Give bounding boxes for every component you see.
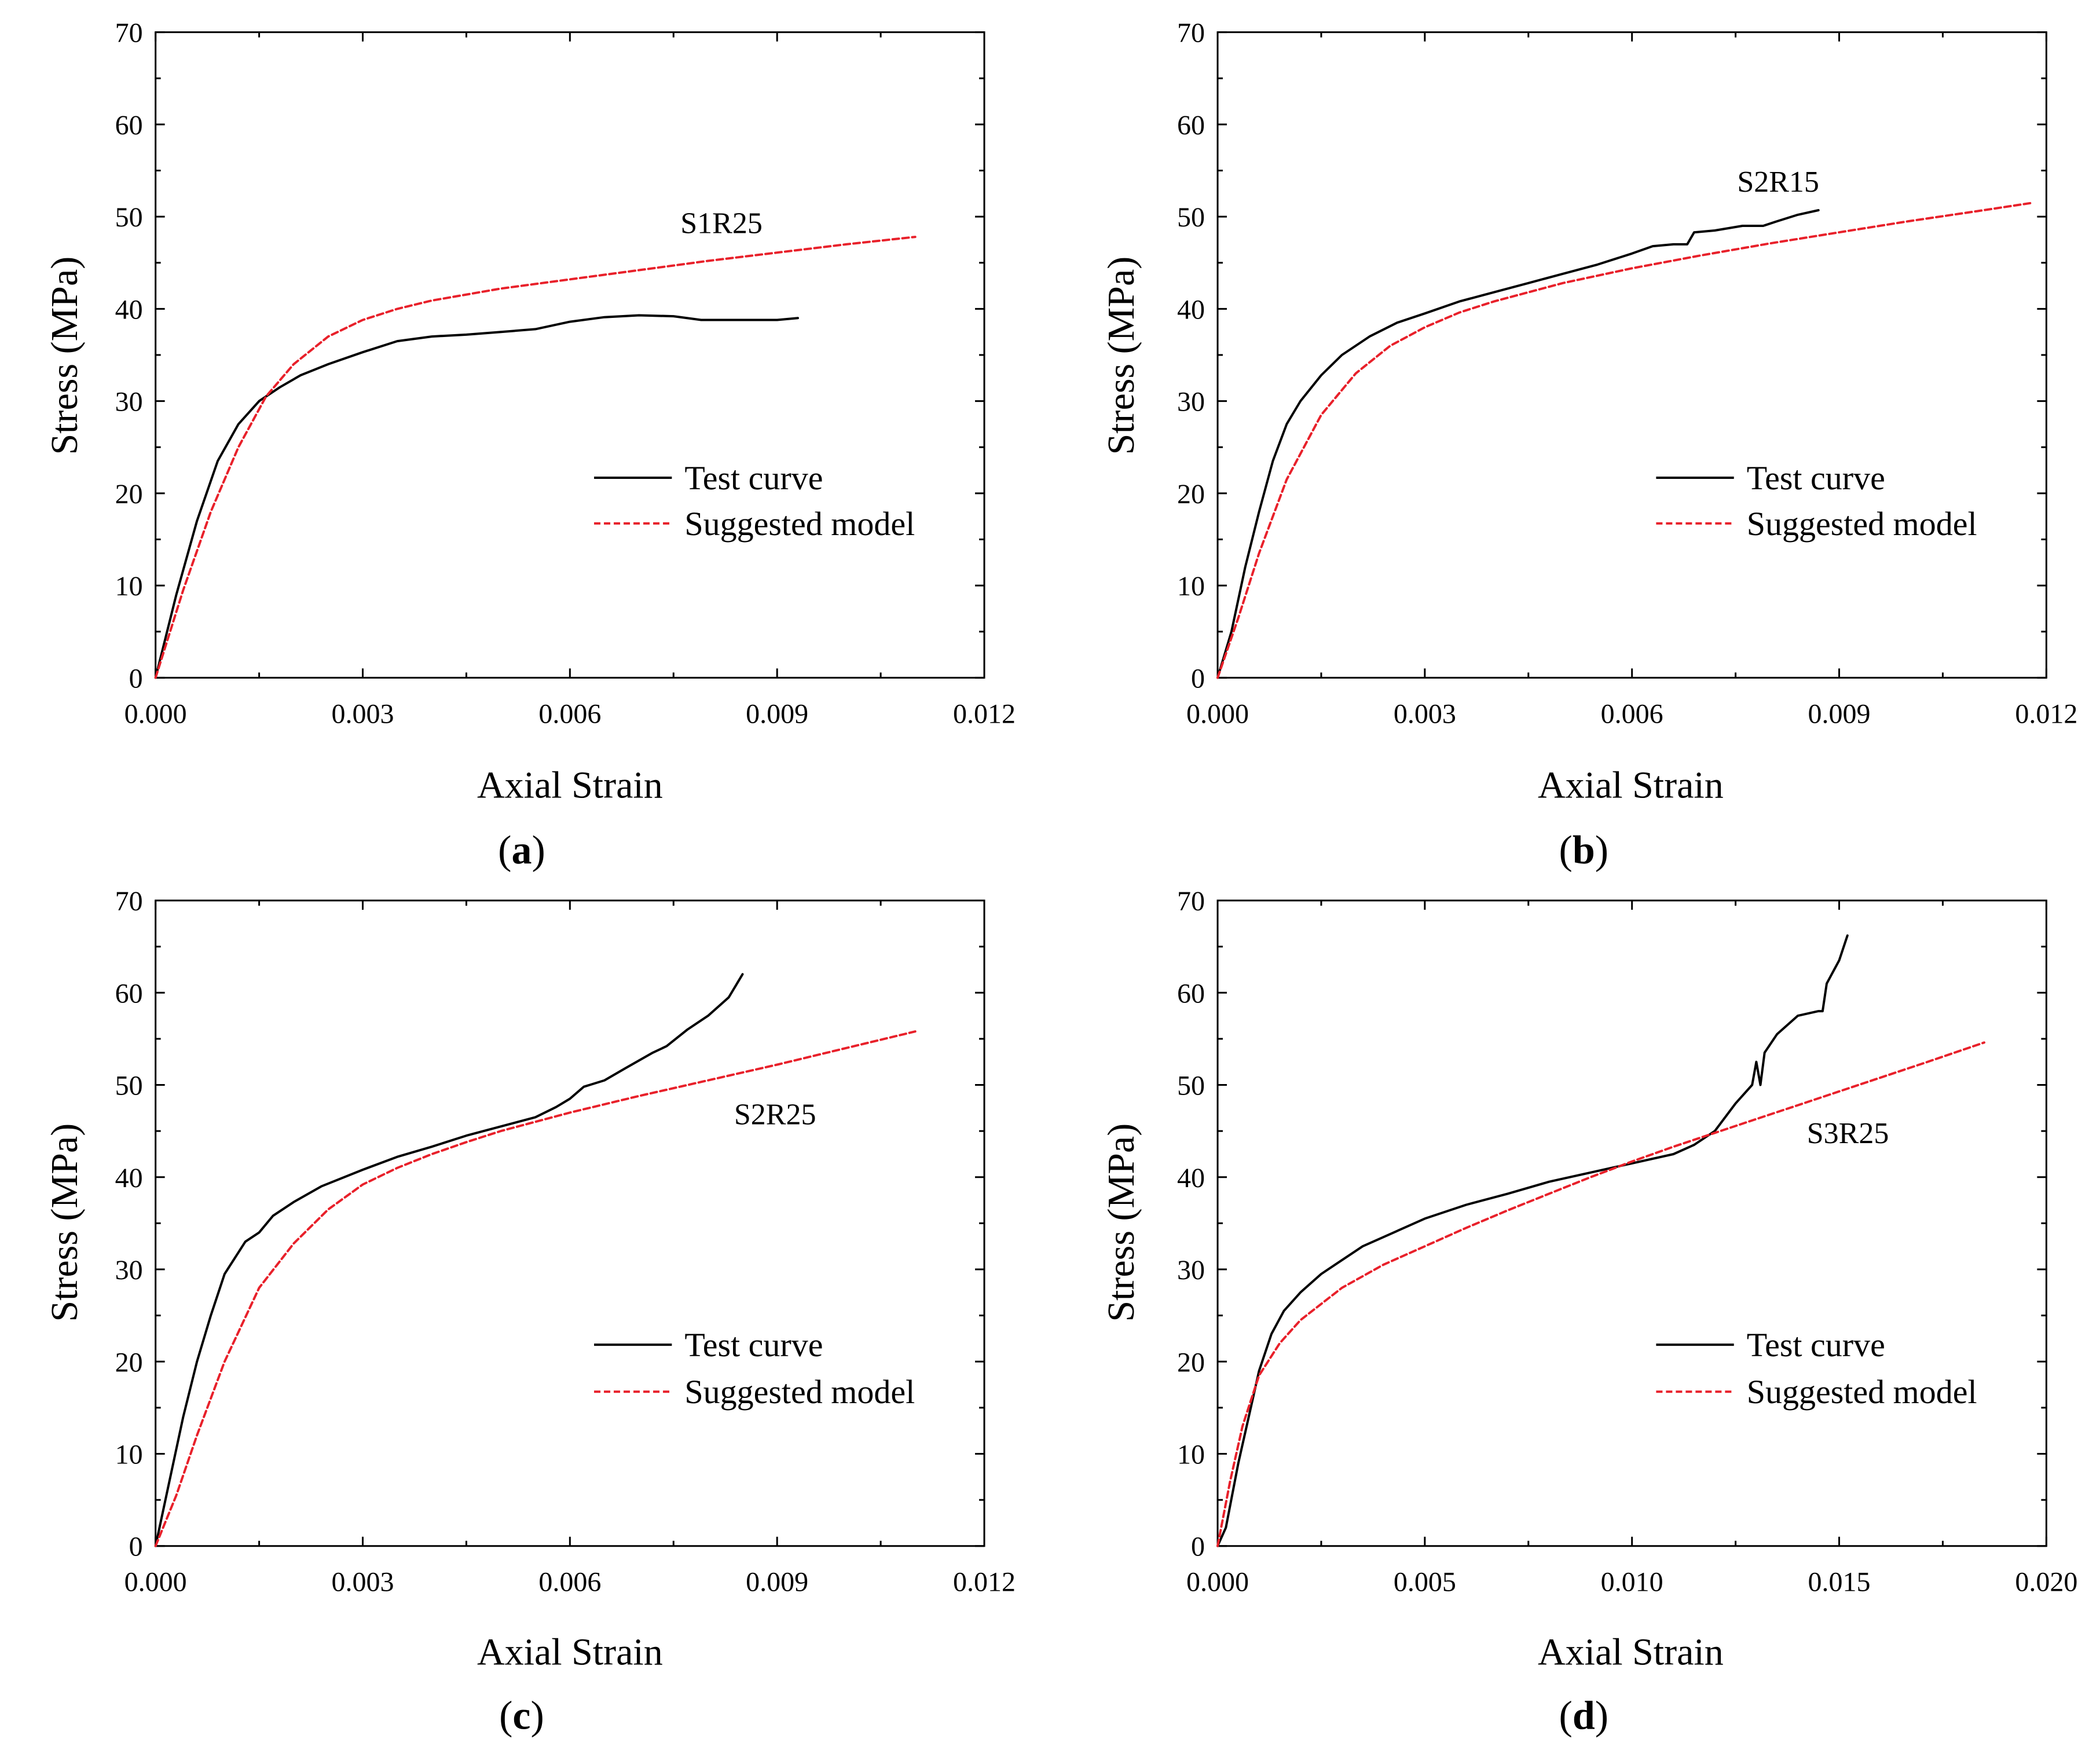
y-tick-label: 20 <box>115 479 143 510</box>
y-tick-label: 70 <box>1177 18 1205 49</box>
y-axis-title: Stress (MPa) <box>43 257 86 455</box>
plot-frame <box>155 31 985 679</box>
y-tick-label: 50 <box>1177 202 1205 233</box>
panel-caption-letter: a <box>511 828 532 873</box>
legend-label-suggested-model: Suggested model <box>1747 1373 1977 1411</box>
specimen-label: S3R25 <box>1807 1117 1889 1150</box>
legend-label-test-curve: Test curve <box>1747 459 1885 497</box>
y-tick-label: 70 <box>1177 886 1205 917</box>
x-tick-label: 0.000 <box>1186 698 1249 729</box>
x-tick-label: 0.020 <box>2015 1567 2077 1598</box>
x-tick-label: 0.000 <box>1186 1567 1249 1598</box>
y-tick-label: 60 <box>115 110 143 141</box>
y-tick-label: 60 <box>1177 978 1205 1009</box>
series-test-curve <box>1216 934 1849 1547</box>
panel-caption: (b) <box>1559 828 1609 873</box>
x-tick-label: 0.003 <box>1394 698 1456 729</box>
legend-label-test-curve: Test curve <box>684 459 823 497</box>
x-tick-label: 0.012 <box>2015 698 2077 729</box>
legend-label-test-curve: Test curve <box>684 1326 823 1364</box>
y-tick-label: 40 <box>115 294 143 325</box>
series-test-curve <box>154 973 744 1547</box>
y-tick-label: 50 <box>115 202 143 233</box>
series-suggested-model <box>1216 1041 1985 1547</box>
y-tick-label: 70 <box>115 886 143 917</box>
y-axis-title: Stress (MPa) <box>43 1123 86 1322</box>
panel-a: 0.000 0.003 0.006 0.009 0.012 0 10 20 30 40 50 60 70… <box>43 18 1016 873</box>
y-tick-label: 40 <box>115 1163 143 1193</box>
series-test-curve <box>1216 209 1820 679</box>
x-tick-label: 0.015 <box>1808 1567 1871 1598</box>
x-axis-title: Axial Strain <box>1538 1631 1724 1674</box>
y-tick-label: 20 <box>1177 1347 1205 1378</box>
panel-caption: (d) <box>1559 1694 1609 1738</box>
legend-label-suggested-model: Suggested model <box>684 1373 915 1411</box>
x-tick-label: 0.009 <box>746 1567 808 1598</box>
y-tick-label: 20 <box>1177 479 1205 510</box>
specimen-label: S2R15 <box>1737 166 1819 199</box>
y-tick-label: 20 <box>115 1347 143 1378</box>
y-tick-label: 30 <box>115 387 143 418</box>
series-suggested-model <box>154 1030 917 1547</box>
y-tick-label: 60 <box>1177 110 1205 141</box>
panel-caption-letter: c <box>512 1694 530 1738</box>
y-tick-label: 40 <box>1177 1163 1205 1193</box>
y-tick-label: 10 <box>1177 1439 1205 1470</box>
panel-b: 0.000 0.003 0.006 0.009 0.012 0 10 20 30 40 50 60 70… <box>1100 18 2077 873</box>
x-axis-title: Axial Strain <box>477 764 663 806</box>
y-tick-label: 60 <box>115 978 143 1009</box>
y-tick-label: 10 <box>115 1439 143 1470</box>
panel-caption: (c) <box>499 1694 544 1738</box>
y-tick-label: 30 <box>1177 387 1205 418</box>
y-tick-label: 10 <box>1177 571 1205 602</box>
x-tick-label: 0.003 <box>332 1567 394 1598</box>
x-tick-label: 0.012 <box>953 1567 1016 1598</box>
x-axis-title: Axial Strain <box>477 1631 663 1674</box>
y-tick-label: 0 <box>129 663 143 694</box>
x-tick-label: 0.006 <box>538 1567 601 1598</box>
y-axis-title: Stress (MPa) <box>1100 1123 1142 1322</box>
legend-label-suggested-model: Suggested model <box>684 505 915 543</box>
y-axis-title: Stress (MPa) <box>1100 257 1142 455</box>
x-tick-label: 0.009 <box>746 698 808 729</box>
y-tick-label: 10 <box>115 571 143 602</box>
panel-caption-letter: b <box>1573 828 1595 873</box>
legend-label-test-curve: Test curve <box>1747 1326 1885 1364</box>
plot-frame <box>1216 899 2047 1547</box>
series-test-curve <box>154 314 799 679</box>
x-tick-label: 0.005 <box>1394 1567 1456 1598</box>
y-tick-label: 50 <box>115 1071 143 1101</box>
panel-d: 0.000 0.005 0.010 0.015 0.020 0 10 20 30 40 50 60 70… <box>1100 886 2077 1738</box>
panel-caption-letter: d <box>1573 1694 1595 1738</box>
x-tick-label: 0.000 <box>124 698 187 729</box>
x-tick-label: 0.006 <box>538 698 601 729</box>
specimen-label: S2R25 <box>734 1099 816 1132</box>
x-tick-label: 0.009 <box>1808 698 1871 729</box>
plot-frame <box>155 899 985 1547</box>
x-tick-label: 0.012 <box>953 698 1016 729</box>
series-suggested-model <box>1216 202 2034 679</box>
x-tick-label: 0.006 <box>1601 698 1663 729</box>
x-axis-title: Axial Strain <box>1538 764 1724 806</box>
x-tick-label: 0.010 <box>1601 1567 1663 1598</box>
y-tick-label: 30 <box>1177 1255 1205 1286</box>
x-tick-label: 0.003 <box>332 698 394 729</box>
y-tick-label: 70 <box>115 18 143 49</box>
y-tick-label: 0 <box>129 1532 143 1562</box>
x-tick-label: 0.000 <box>124 1567 187 1598</box>
y-tick-label: 0 <box>1191 663 1205 694</box>
y-tick-label: 50 <box>1177 1071 1205 1101</box>
panel-c: 0.000 0.003 0.006 0.009 0.012 0 10 20 30 40 50 60 70… <box>43 886 1016 1738</box>
specimen-label: S1R25 <box>680 207 763 240</box>
legend-label-suggested-model: Suggested model <box>1747 505 1977 543</box>
panel-caption: (a) <box>498 828 545 873</box>
y-tick-label: 0 <box>1191 1532 1205 1562</box>
y-tick-label: 40 <box>1177 294 1205 325</box>
y-tick-label: 30 <box>115 1255 143 1286</box>
series-suggested-model <box>154 236 917 679</box>
